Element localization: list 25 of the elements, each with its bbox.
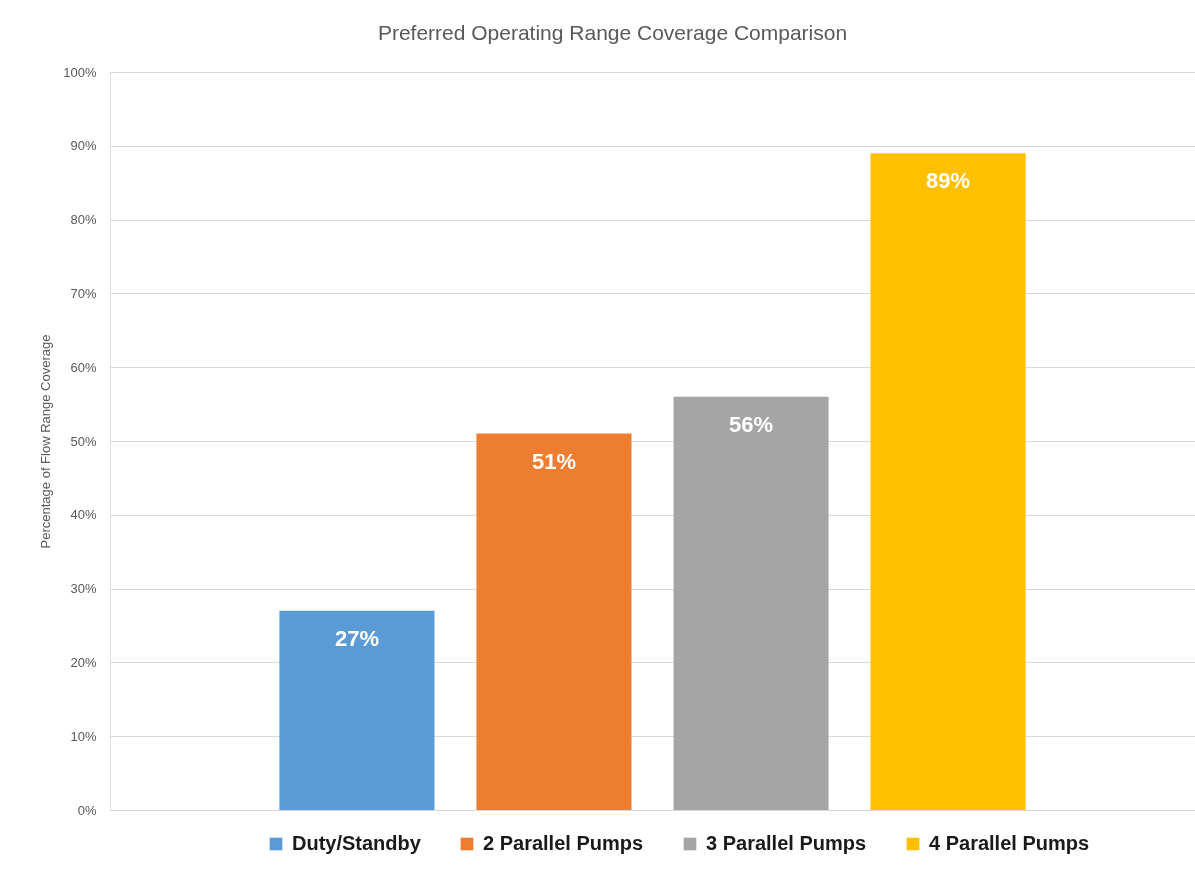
y-tick-label: 90%: [70, 138, 97, 154]
y-tick-label: 40%: [70, 507, 97, 523]
data-label: 89%: [926, 168, 971, 194]
y-tick-label: 60%: [70, 359, 97, 375]
chart-title: Preferred Operating Range Coverage Comparison: [377, 21, 848, 44]
bar: [870, 153, 1026, 810]
bar: [476, 433, 632, 810]
y-tick-label: 50%: [70, 433, 97, 449]
data-label: 27%: [334, 625, 379, 651]
legend-label: 4 Parallel Pumps: [929, 832, 1090, 854]
y-tick-label: 0%: [77, 802, 97, 818]
data-label: 51%: [531, 448, 576, 474]
y-tick-label: 80%: [70, 212, 97, 228]
bar: [279, 610, 435, 810]
y-tick-label: 10%: [70, 728, 97, 744]
y-tick-label: 30%: [70, 581, 97, 597]
y-tick-label: 100%: [63, 64, 97, 80]
y-tick-label: 70%: [70, 285, 97, 301]
legend-label: Duty/Standby: [292, 832, 422, 854]
y-axis-title: Percentage of Flow Range Coverage: [38, 334, 54, 549]
legend-label: 3 Parallel Pumps: [706, 832, 867, 854]
legend-label: 2 Parallel Pumps: [483, 832, 644, 854]
data-label: 56%: [729, 411, 774, 437]
bar: [673, 396, 829, 810]
y-tick-label: 20%: [70, 654, 97, 670]
